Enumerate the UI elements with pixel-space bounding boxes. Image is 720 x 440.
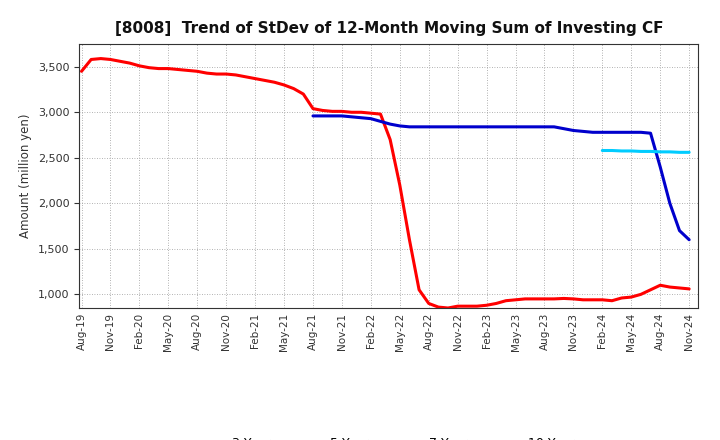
5 Years bbox=[588, 130, 597, 135]
3 Years bbox=[164, 66, 173, 71]
5 Years bbox=[540, 124, 549, 129]
3 Years bbox=[77, 69, 86, 74]
3 Years bbox=[386, 137, 395, 142]
5 Years bbox=[472, 124, 481, 129]
Line: 3 Years: 3 Years bbox=[81, 59, 689, 308]
5 Years bbox=[376, 119, 384, 124]
7 Years bbox=[636, 149, 645, 154]
5 Years bbox=[415, 124, 423, 129]
5 Years bbox=[627, 130, 636, 135]
5 Years bbox=[463, 124, 472, 129]
5 Years bbox=[569, 128, 577, 133]
7 Years bbox=[675, 150, 684, 155]
7 Years bbox=[598, 148, 607, 153]
5 Years bbox=[454, 124, 462, 129]
5 Years bbox=[492, 124, 500, 129]
5 Years bbox=[531, 124, 539, 129]
5 Years bbox=[386, 121, 395, 127]
7 Years bbox=[665, 149, 674, 154]
3 Years bbox=[482, 303, 491, 308]
3 Years bbox=[96, 56, 105, 61]
7 Years bbox=[647, 149, 655, 154]
Y-axis label: Amount (million yen): Amount (million yen) bbox=[19, 114, 32, 238]
3 Years bbox=[444, 305, 452, 311]
5 Years bbox=[444, 124, 452, 129]
5 Years bbox=[608, 130, 616, 135]
5 Years bbox=[685, 237, 693, 242]
5 Years bbox=[424, 124, 433, 129]
Line: 7 Years: 7 Years bbox=[603, 150, 689, 152]
Legend: 3 Years, 5 Years, 7 Years, 10 Years: 3 Years, 5 Years, 7 Years, 10 Years bbox=[192, 432, 586, 440]
5 Years bbox=[318, 113, 327, 118]
5 Years bbox=[579, 129, 588, 134]
7 Years bbox=[608, 148, 616, 153]
5 Years bbox=[347, 114, 356, 120]
5 Years bbox=[598, 130, 607, 135]
3 Years bbox=[424, 301, 433, 306]
5 Years bbox=[511, 124, 520, 129]
5 Years bbox=[675, 228, 684, 233]
5 Years bbox=[665, 201, 674, 206]
5 Years bbox=[357, 115, 366, 121]
5 Years bbox=[647, 131, 655, 136]
5 Years bbox=[309, 113, 318, 118]
3 Years bbox=[685, 286, 693, 292]
5 Years bbox=[338, 113, 346, 118]
5 Years bbox=[328, 113, 337, 118]
5 Years bbox=[405, 124, 414, 129]
5 Years bbox=[559, 126, 568, 131]
Line: 5 Years: 5 Years bbox=[313, 116, 689, 240]
7 Years bbox=[656, 149, 665, 154]
7 Years bbox=[617, 148, 626, 154]
5 Years bbox=[395, 123, 404, 128]
5 Years bbox=[521, 124, 529, 129]
3 Years bbox=[338, 109, 346, 114]
5 Years bbox=[636, 130, 645, 135]
Title: [8008]  Trend of StDev of 12-Month Moving Sum of Investing CF: [8008] Trend of StDev of 12-Month Moving… bbox=[114, 21, 663, 36]
5 Years bbox=[617, 130, 626, 135]
5 Years bbox=[656, 164, 665, 169]
5 Years bbox=[434, 124, 443, 129]
5 Years bbox=[502, 124, 510, 129]
7 Years bbox=[685, 150, 693, 155]
5 Years bbox=[550, 124, 559, 129]
7 Years bbox=[627, 148, 636, 154]
3 Years bbox=[492, 301, 500, 306]
5 Years bbox=[366, 116, 375, 121]
5 Years bbox=[482, 124, 491, 129]
